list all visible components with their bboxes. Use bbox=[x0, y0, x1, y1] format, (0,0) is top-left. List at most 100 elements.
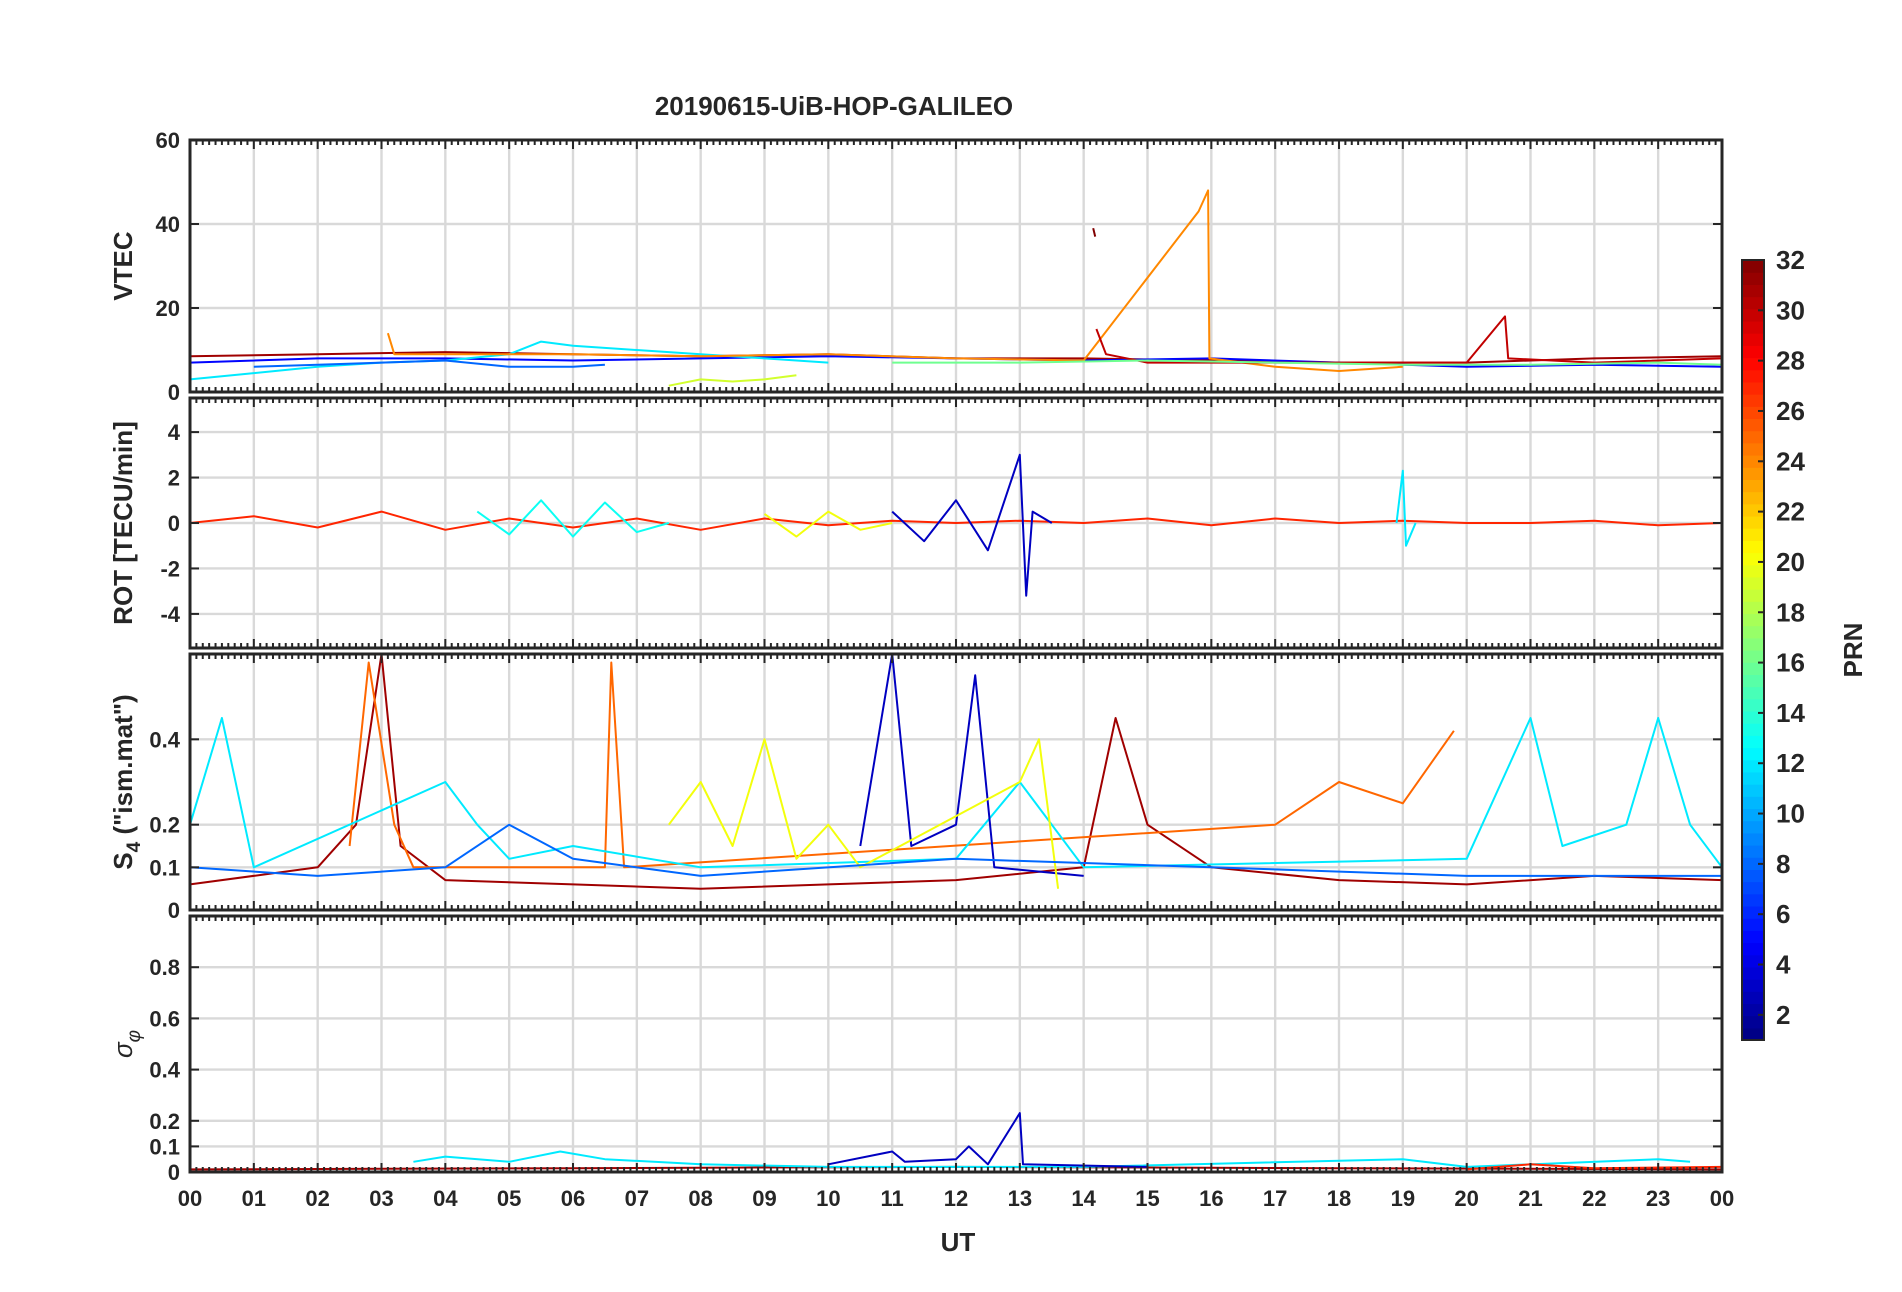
y-tick-label: 0.8 bbox=[149, 955, 180, 980]
colorbar-segment bbox=[1742, 320, 1764, 334]
colorbar-segment bbox=[1742, 406, 1764, 420]
colorbar-segment bbox=[1742, 735, 1764, 749]
series-line-prn-30 bbox=[1095, 315, 1723, 364]
y-tick-label: 0.4 bbox=[149, 1058, 180, 1083]
colorbar-tick-label: 14 bbox=[1776, 698, 1805, 728]
y-tick-label: 4 bbox=[168, 420, 181, 445]
colorbar-segment bbox=[1742, 491, 1764, 505]
series-line-prn-24 bbox=[386, 189, 1403, 372]
colorbar-segment bbox=[1742, 515, 1764, 529]
y-axis-label-sigma: σφ bbox=[108, 1030, 145, 1058]
series-group bbox=[189, 189, 1723, 387]
x-tick-label: 00 bbox=[178, 1186, 202, 1211]
y-tick-label: 2 bbox=[168, 466, 180, 491]
colorbar-segment bbox=[1742, 442, 1764, 456]
series-line-prn-12 bbox=[1395, 469, 1417, 547]
colorbar-segment bbox=[1742, 528, 1764, 541]
colorbar-segment bbox=[1742, 381, 1764, 395]
colorbar-segment bbox=[1742, 771, 1764, 785]
y-axis-label-rot: ROT [TECU/min] bbox=[108, 421, 138, 625]
colorbar-segment bbox=[1742, 796, 1764, 810]
colorbar-segment bbox=[1742, 893, 1764, 907]
colorbar-segment bbox=[1742, 260, 1764, 273]
colorbar-segment bbox=[1742, 845, 1764, 858]
colorbar-segment bbox=[1742, 1003, 1764, 1017]
x-tick-label: 03 bbox=[369, 1186, 393, 1211]
colorbar-segment bbox=[1742, 747, 1764, 761]
x-tick-label: 19 bbox=[1391, 1186, 1415, 1211]
x-axis-label: UT bbox=[941, 1227, 976, 1257]
colorbar-segment bbox=[1742, 650, 1764, 663]
series-line-prn-12 bbox=[189, 717, 1723, 869]
series-line-prn-25 bbox=[348, 661, 1455, 869]
x-tick-label: 11 bbox=[881, 1186, 904, 1211]
colorbar-segment bbox=[1742, 759, 1764, 773]
series-line-prn-20 bbox=[763, 510, 893, 538]
colorbar-segment bbox=[1742, 430, 1764, 444]
colorbar-segment bbox=[1742, 808, 1764, 822]
colorbar-segment bbox=[1742, 881, 1764, 895]
panel-sigma: 00.10.2 0.4 0.6 0.8 σφ bbox=[108, 914, 1724, 1185]
colorbar-segment bbox=[1742, 698, 1764, 712]
colorbar-tick-label: 28 bbox=[1776, 346, 1805, 376]
series-line-prn-20 bbox=[667, 738, 1060, 889]
colorbar-label: PRN bbox=[1838, 623, 1868, 678]
x-tick-label: 23 bbox=[1646, 1186, 1670, 1211]
y-tick-label: 0.4 bbox=[149, 727, 180, 752]
y-tick-label: 0.2 bbox=[149, 813, 180, 838]
colorbar-segment bbox=[1742, 467, 1764, 480]
colorbar-tick-label: 26 bbox=[1776, 396, 1805, 426]
y-axis-label-s4: S4 ("ism.mat") bbox=[108, 694, 145, 869]
y-tick-label: 0 bbox=[168, 1160, 180, 1185]
y-tick-label: 0 bbox=[168, 511, 180, 536]
x-tick-label: 12 bbox=[944, 1186, 968, 1211]
colorbar-segment bbox=[1742, 784, 1764, 797]
colorbar-tick-label: 18 bbox=[1776, 597, 1805, 627]
colorbar-segment bbox=[1742, 869, 1764, 883]
colorbar-segment bbox=[1742, 930, 1764, 944]
x-tick-label: 04 bbox=[433, 1186, 458, 1211]
y-tick-label: 0 bbox=[168, 380, 180, 405]
series-line-prn-19 bbox=[668, 374, 797, 387]
x-tick-label: 06 bbox=[561, 1186, 585, 1211]
colorbar-tick-label: 32 bbox=[1776, 245, 1805, 275]
series-line-prn-31 bbox=[189, 653, 1723, 890]
x-tick-label: 13 bbox=[1008, 1186, 1032, 1211]
colorbar-segment bbox=[1742, 576, 1764, 590]
colorbar-segment bbox=[1742, 564, 1764, 578]
series-line-prn-3 bbox=[828, 1112, 1148, 1168]
x-tick-label: 17 bbox=[1263, 1186, 1287, 1211]
y-tick-label: -4 bbox=[160, 602, 180, 627]
colorbar-segment bbox=[1742, 418, 1764, 432]
x-tick-label: 05 bbox=[497, 1186, 521, 1211]
colorbar-segment bbox=[1742, 333, 1764, 346]
y-tick-label: 20 bbox=[156, 296, 180, 321]
series-line-prn-8 bbox=[253, 359, 605, 368]
colorbar-segment bbox=[1742, 1015, 1764, 1029]
colorbar-segment bbox=[1742, 479, 1764, 493]
y-axis-label-vtec: VTEC bbox=[108, 231, 138, 301]
colorbar-tick-label: 12 bbox=[1776, 748, 1805, 778]
colorbar-segment bbox=[1742, 625, 1764, 639]
panel-s4: 0 0.1 0.2 0.4S4 ("ism.mat") bbox=[108, 652, 1724, 923]
y-tick-label: 0.2 bbox=[149, 1109, 180, 1134]
colorbar-segment bbox=[1742, 540, 1764, 554]
colorbar-segment bbox=[1742, 552, 1764, 566]
colorbar-segment bbox=[1742, 284, 1764, 298]
colorbar-segment bbox=[1742, 369, 1764, 383]
x-tick-label: 18 bbox=[1327, 1186, 1351, 1211]
x-tick-label: 00 bbox=[1710, 1186, 1734, 1211]
colorbar-segment bbox=[1742, 710, 1764, 724]
colorbar-segment bbox=[1742, 503, 1764, 517]
colorbar-segment bbox=[1742, 394, 1764, 407]
x-tick-label: 08 bbox=[688, 1186, 712, 1211]
chart-title: 20190615-UiB-HOP-GALILEO bbox=[655, 91, 1013, 121]
colorbar-segment bbox=[1742, 832, 1764, 846]
panel-vtec: 0 20 40 60 VTEC bbox=[108, 128, 1724, 405]
colorbar-segment bbox=[1742, 966, 1764, 980]
colorbar-tick-label: 6 bbox=[1776, 899, 1790, 929]
y-tick-label: -2 bbox=[160, 556, 180, 581]
colorbar-segment bbox=[1742, 345, 1764, 359]
series-line-prn-13 bbox=[476, 499, 670, 538]
